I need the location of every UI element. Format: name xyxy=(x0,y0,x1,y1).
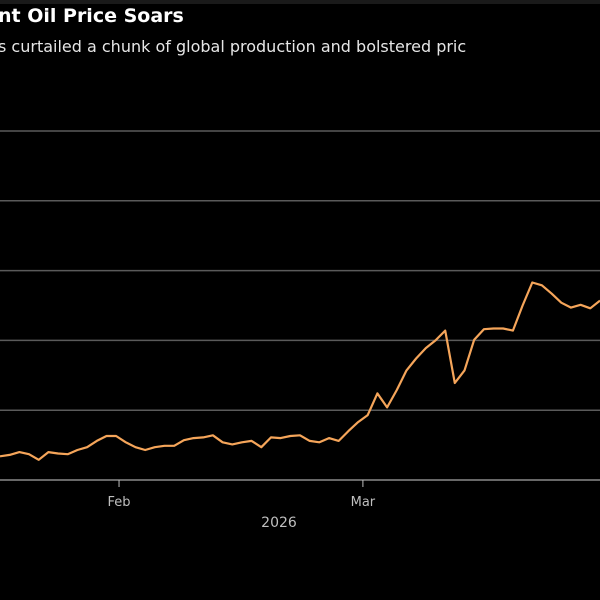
chart-title: nt Oil Price Soars xyxy=(0,5,184,27)
series-line xyxy=(0,281,600,461)
x-axis-label: 2026 xyxy=(261,515,297,531)
x-tick-label: Feb xyxy=(108,495,131,510)
x-axis: Feb Mar xyxy=(108,480,376,510)
x-tick-label: Mar xyxy=(351,495,376,510)
top-bar xyxy=(0,0,600,4)
gridlines xyxy=(0,130,600,481)
chart-subtitle: s curtailed a chunk of global production… xyxy=(0,37,467,56)
